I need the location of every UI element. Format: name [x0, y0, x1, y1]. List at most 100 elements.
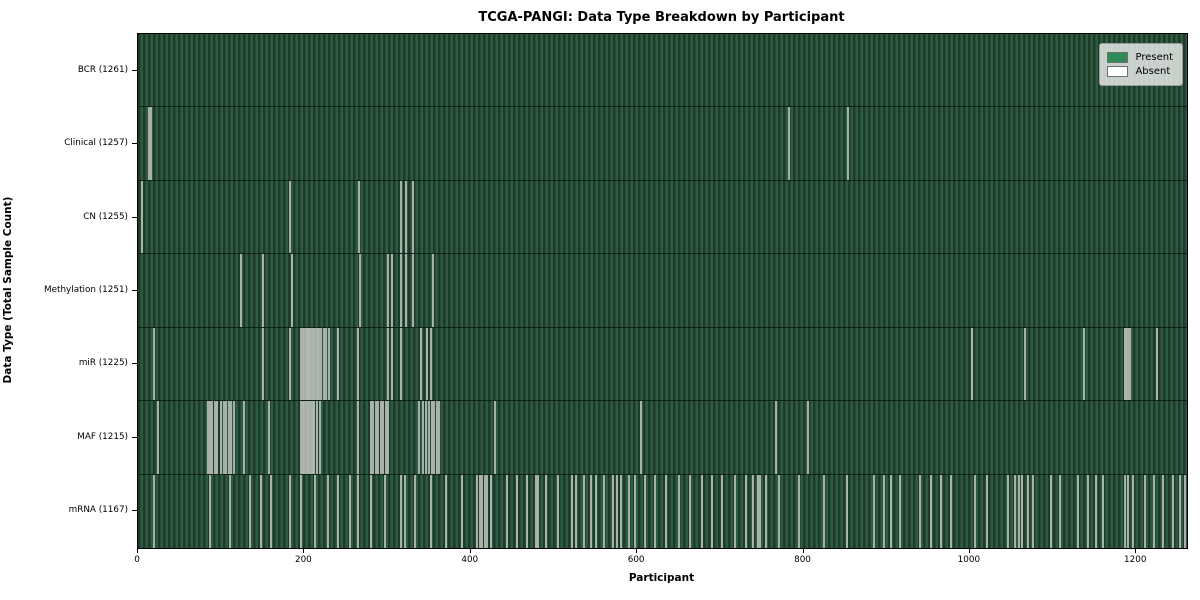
absent-streak [582, 474, 585, 548]
legend-entry-present: Present [1107, 52, 1173, 63]
absent-streak [357, 401, 360, 474]
absent-streak [574, 474, 577, 548]
absent-streak [476, 474, 479, 548]
absent-streak [1143, 474, 1146, 548]
legend-label-present: Present [1135, 52, 1173, 63]
x-tick-mark [469, 549, 471, 553]
absent-swatch [1107, 66, 1129, 77]
x-tick-label: 800 [794, 555, 811, 565]
absent-streak [1128, 327, 1131, 401]
absent-streak [213, 401, 216, 474]
absent-streak [432, 254, 435, 327]
absent-streak [414, 474, 417, 548]
heatmap-row-bcr [138, 34, 1187, 108]
absent-streak [489, 474, 492, 548]
x-tick-label: 400 [461, 555, 479, 565]
absent-streak [399, 474, 402, 548]
absent-streak [150, 107, 153, 180]
absent-streak [411, 254, 414, 327]
absent-streak [147, 107, 150, 180]
absent-streak [425, 327, 428, 401]
absent-streak [390, 254, 393, 327]
y-tick-label: CN (1255) [83, 211, 128, 222]
x-tick-label: 1000 [957, 555, 981, 565]
absent-streak [310, 327, 313, 401]
y-tick-label: Methylation (1251) [44, 285, 128, 295]
absent-streak [260, 474, 263, 548]
absent-streak [889, 474, 892, 548]
absent-streak [209, 474, 212, 548]
absent-streak [270, 474, 273, 548]
absent-streak [1183, 474, 1186, 548]
absent-streak [644, 474, 647, 548]
absent-streak [640, 401, 643, 474]
x-tick-label: 600 [627, 555, 645, 565]
absent-streak [377, 401, 380, 474]
absent-streak [1013, 474, 1016, 548]
absent-streak [418, 401, 421, 474]
absent-streak [478, 474, 481, 548]
absent-streak [301, 401, 304, 474]
x-tick-label: 0 [134, 555, 140, 565]
absent-streak [308, 401, 311, 474]
absent-streak [612, 474, 614, 548]
absent-streak [1123, 474, 1126, 548]
absent-streak [438, 401, 441, 474]
absent-streak [399, 327, 402, 401]
absent-streak [1082, 327, 1085, 401]
absent-streak [1027, 474, 1030, 548]
absent-streak [404, 180, 407, 254]
absent-streak [384, 474, 387, 548]
y-tick-label: BCR (1261) [77, 64, 128, 75]
absent-streak [1021, 474, 1024, 548]
absent-streak [314, 474, 317, 548]
absent-streak [627, 474, 630, 548]
absent-streak [751, 474, 754, 548]
absent-streak [305, 327, 308, 401]
absent-streak [301, 327, 304, 401]
absent-streak [328, 327, 331, 401]
absent-streak [230, 401, 233, 474]
absent-streak [1125, 327, 1128, 401]
absent-streak [557, 474, 560, 548]
absent-streak [701, 474, 703, 548]
absent-streak [756, 474, 759, 548]
absent-streak [318, 327, 321, 401]
absent-streak [421, 401, 424, 474]
absent-streak [505, 474, 508, 548]
absent-streak [788, 107, 791, 180]
absent-streak [337, 474, 340, 548]
x-axis-label: Participant [628, 572, 695, 584]
absent-streak [537, 474, 540, 548]
absent-streak [374, 401, 377, 474]
chart-title: TCGA-PANGI: Data Type Breakdown by Parti… [478, 10, 845, 25]
absent-streak [313, 327, 316, 401]
absent-streak [1007, 474, 1010, 548]
absent-streak [229, 474, 232, 548]
absent-streak [616, 474, 619, 548]
absent-streak [571, 474, 574, 548]
heatmap-row-maf [138, 401, 1187, 475]
absent-streak [300, 401, 303, 474]
absent-streak [379, 401, 382, 474]
absent-streak [777, 474, 780, 548]
absent-streak [1058, 474, 1061, 548]
absent-streak [1050, 474, 1053, 548]
absent-streak [1171, 474, 1174, 548]
absent-streak [970, 327, 973, 401]
absent-streak [222, 401, 225, 474]
absent-streak [325, 327, 327, 401]
absent-streak [315, 401, 318, 474]
absent-streak [303, 401, 306, 474]
absent-streak [595, 474, 598, 548]
absent-streak [973, 474, 976, 548]
absent-streak [775, 401, 778, 474]
absent-streak [526, 474, 529, 548]
absent-streak [1126, 474, 1129, 548]
absent-streak [1032, 474, 1035, 548]
absent-streak [535, 474, 538, 548]
absent-streak [759, 474, 762, 548]
absent-streak [1161, 474, 1164, 548]
y-tick-mark [132, 363, 137, 365]
